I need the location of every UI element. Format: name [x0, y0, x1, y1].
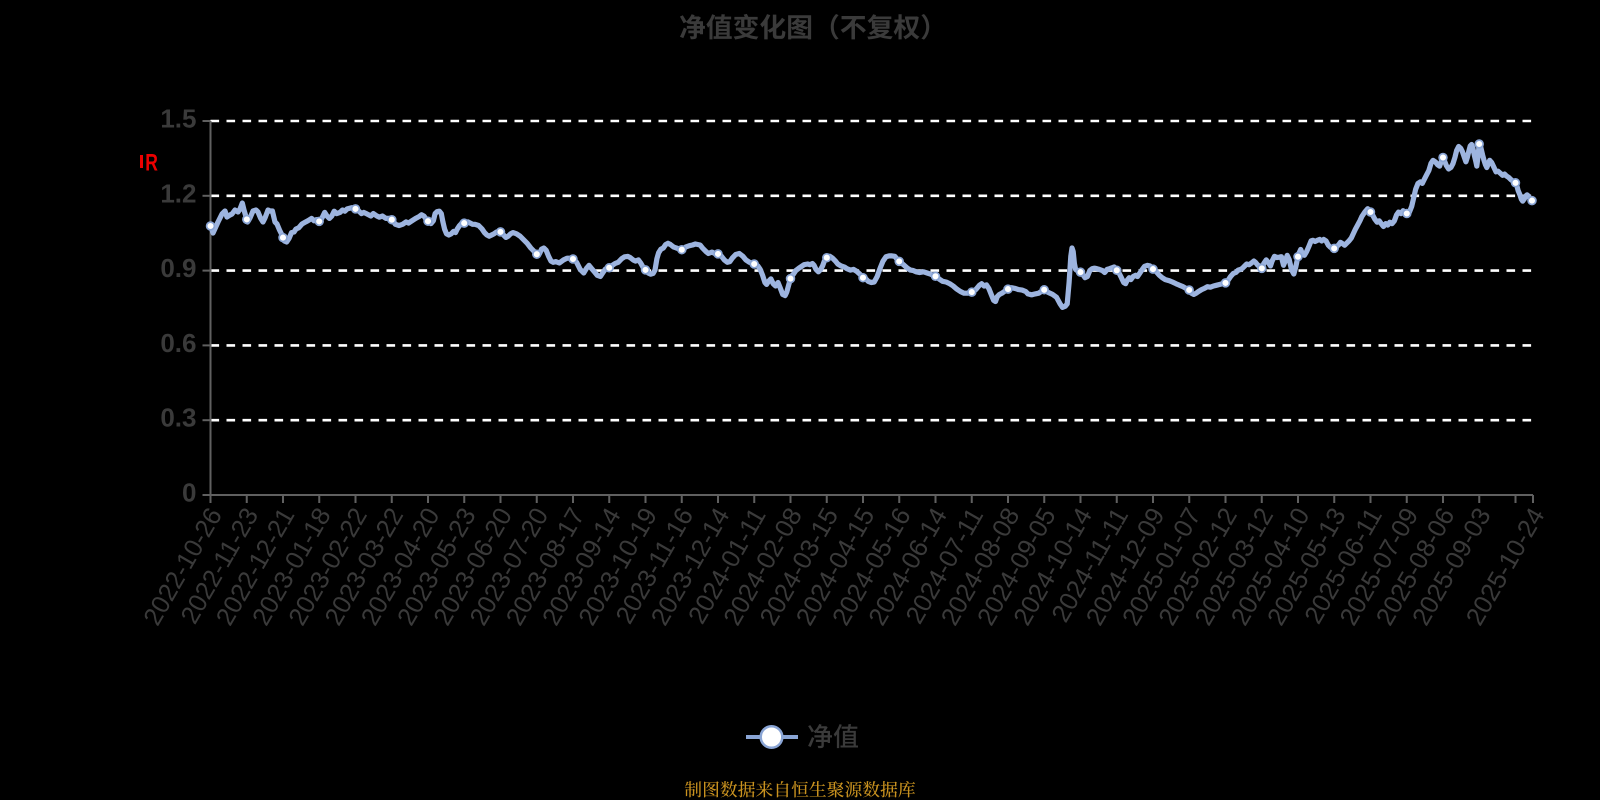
svg-text:R: R	[145, 150, 158, 176]
svg-text:0.3: 0.3	[160, 403, 196, 433]
svg-text:0.6: 0.6	[160, 328, 196, 358]
svg-text:1.2: 1.2	[160, 178, 196, 208]
svg-text:1.5: 1.5	[160, 104, 196, 134]
svg-text:0: 0	[182, 478, 196, 508]
svg-text:0.9: 0.9	[160, 253, 196, 283]
